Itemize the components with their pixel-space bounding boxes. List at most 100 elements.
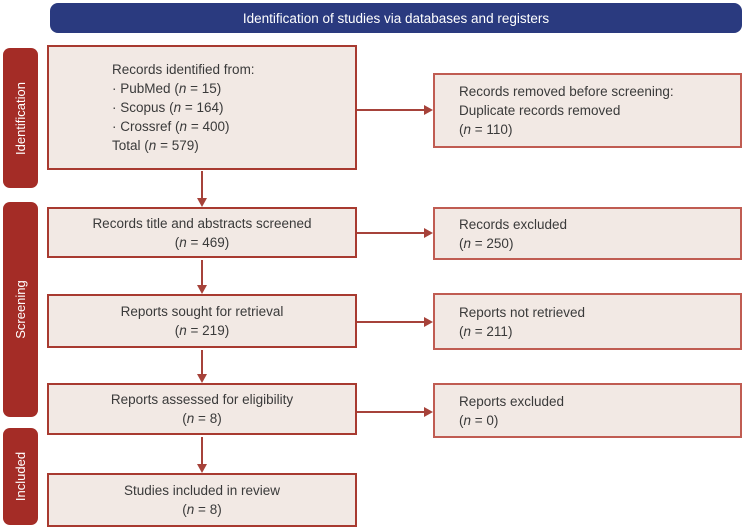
n-count: (n = 15): [174, 81, 221, 96]
n-symbol: n: [179, 323, 187, 338]
bullet: ·: [112, 100, 117, 115]
paren: (: [175, 119, 180, 134]
equals: =: [186, 323, 203, 338]
box-label: Reports not retrieved: [459, 304, 586, 320]
box-label: Reports assessed for eligibility: [110, 392, 294, 407]
n-count: (n = 469): [92, 233, 311, 252]
paren: ): [219, 100, 224, 115]
box-reports-assessed-content: Reports assessed for eligibility (n = 8): [111, 390, 293, 428]
equals: =: [181, 100, 197, 115]
paren: ): [217, 502, 222, 517]
equals: =: [186, 234, 203, 250]
equals: =: [471, 235, 487, 251]
count-value: 219: [202, 323, 225, 338]
box-records-identified: Records identified from: · PubMed (n = 1…: [47, 45, 357, 170]
arrow-down-screened-to-sought-icon: [197, 260, 207, 294]
stage-screening: Screening: [3, 202, 38, 417]
stage-identification: Identification: [3, 48, 38, 188]
count-value: 0: [486, 412, 494, 428]
box-reports-excluded: Reports excluded (n = 0): [433, 383, 742, 438]
arrow-right-assessed-to-excluded-icon: [357, 407, 433, 417]
n-count: (n = 219): [121, 321, 284, 340]
equals: =: [194, 502, 210, 517]
paren: ): [216, 81, 222, 96]
box-label: Reports sought for retrieval: [120, 304, 284, 319]
paren: ): [507, 323, 513, 339]
n-count: (n = 250): [459, 234, 567, 253]
source-name: Scopus: [120, 100, 166, 115]
equals: =: [186, 81, 202, 96]
n-symbol: n: [186, 411, 195, 426]
count-value: 400: [202, 119, 225, 134]
paren: (: [174, 323, 180, 338]
box-reports-excluded-content: Reports excluded (n = 0): [459, 392, 564, 430]
n-symbol: n: [179, 234, 187, 250]
box-records-excluded-content: Records excluded (n = 250): [459, 215, 567, 253]
n-count: (n = 110): [459, 120, 674, 139]
paren: (: [182, 411, 187, 426]
box-records-screened-content: Records title and abstracts screened (n …: [92, 214, 311, 252]
box-studies-included: Studies included in review (n = 8): [47, 473, 357, 527]
arrow-down-assessed-to-included-icon: [197, 437, 207, 473]
paren: (: [459, 122, 464, 137]
count-value: 8: [209, 411, 218, 426]
total-label: Total: [112, 138, 141, 153]
count-value: 164: [196, 100, 219, 115]
box-reports-not-retrieved: Reports not retrieved (n = 211): [433, 293, 742, 350]
n-symbol: n: [186, 502, 195, 517]
paren: ): [224, 119, 230, 134]
box-label: Reports excluded: [459, 393, 565, 409]
source-line-pubmed: · PubMed (n = 15): [112, 79, 255, 98]
n-symbol: n: [178, 81, 187, 96]
n-symbol: n: [463, 412, 472, 428]
equals: =: [471, 323, 487, 339]
source-line-scopus: · Scopus (n = 164): [112, 98, 255, 117]
paren: (: [174, 81, 179, 96]
n-symbol: n: [179, 119, 188, 134]
n-count: (n = 211): [459, 322, 585, 341]
paren: ): [224, 234, 230, 250]
paren: ): [217, 411, 222, 426]
bullet: ·: [112, 119, 117, 134]
paren: ): [507, 122, 513, 137]
arrow-right-identified-to-removed-icon: [357, 105, 433, 115]
box-records-excluded: Records excluded (n = 250): [433, 207, 742, 260]
box-reports-assessed: Reports assessed for eligibility (n = 8): [47, 383, 357, 435]
box-records-removed-content: Records removed before screening: Duplic…: [459, 82, 674, 139]
equals: =: [156, 138, 172, 153]
paren: (: [174, 234, 180, 250]
box-reports-sought-content: Reports sought for retrieval (n = 219): [121, 302, 284, 340]
banner: Identification of studies via databases …: [50, 3, 742, 33]
paren: ): [194, 138, 199, 153]
box-studies-included-content: Studies included in review (n = 8): [124, 481, 280, 519]
n-symbol: n: [463, 235, 472, 251]
box-reports-sought: Reports sought for retrieval (n = 219): [47, 294, 357, 348]
box-reports-not-retrieved-content: Reports not retrieved (n = 211): [459, 303, 585, 341]
total-line: Total (n = 579): [112, 136, 255, 155]
count-value: 15: [201, 81, 217, 96]
n-symbol: n: [463, 323, 472, 339]
n-count: (n = 0): [459, 411, 564, 430]
n-count: (n = 8): [111, 409, 293, 428]
box-records-screened: Records title and abstracts screened (n …: [47, 207, 357, 258]
equals: =: [194, 411, 210, 426]
count-value: 211: [486, 323, 508, 339]
source-name: PubMed: [120, 81, 171, 96]
paren: ): [508, 235, 514, 251]
paren: ): [493, 412, 499, 428]
stage-identification-label: Identification: [13, 81, 28, 155]
stage-included-label: Included: [13, 451, 28, 502]
equals: =: [187, 119, 203, 134]
source-line-crossref: · Crossref (n = 400): [112, 117, 255, 136]
count-value: 469: [202, 234, 225, 250]
arrow-down-identified-to-screened-icon: [197, 171, 207, 207]
paren: ): [224, 323, 230, 338]
arrow-right-screened-to-excluded-icon: [357, 228, 433, 238]
box-label: Records excluded: [459, 216, 568, 232]
arrow-down-sought-to-assessed-icon: [197, 350, 207, 383]
count-value: 110: [486, 122, 508, 137]
box-label: Records removed before screening:: [459, 84, 674, 99]
records-identified-title: Records identified from:: [112, 62, 255, 77]
count-value: 579: [171, 138, 195, 153]
